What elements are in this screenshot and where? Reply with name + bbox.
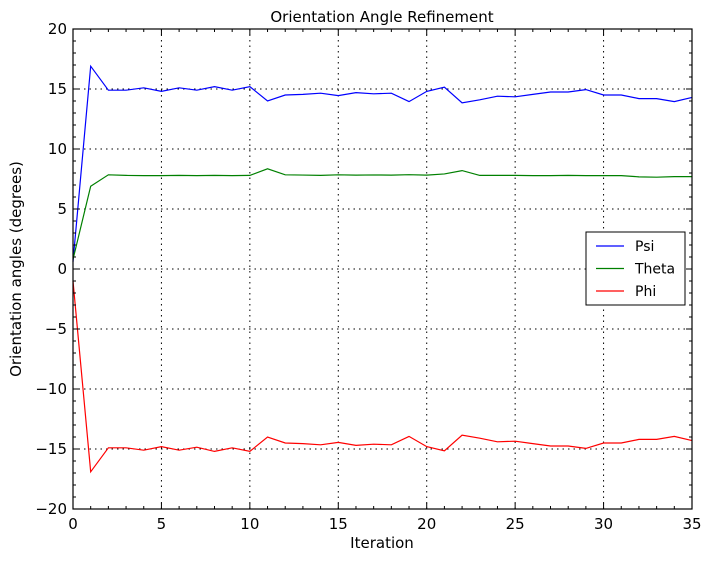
y-tick-label: −15: [35, 440, 67, 458]
y-axis-label: Orientation angles (degrees): [7, 161, 25, 377]
x-tick-label: 10: [240, 515, 259, 533]
x-tick-label: 5: [157, 515, 167, 533]
legend-label-theta: Theta: [634, 262, 675, 278]
legend-label-psi: Psi: [635, 239, 654, 255]
y-tick-label: 0: [57, 260, 67, 278]
legend: Psi Theta Phi: [585, 231, 686, 306]
y-tick-label: −20: [35, 500, 67, 518]
y-tick-label: −10: [35, 380, 67, 398]
legend-label-phi: Phi: [635, 284, 656, 300]
series-line-psi: [72, 64, 693, 262]
x-tick-label: 25: [506, 515, 525, 533]
x-tick-label: 35: [682, 515, 701, 533]
y-tick-label: 20: [48, 20, 67, 38]
y-tick-label: 10: [48, 140, 67, 158]
x-tick-label: 15: [329, 515, 348, 533]
series-lines: [72, 64, 693, 474]
chart-title: Orientation Angle Refinement: [270, 8, 493, 26]
y-tick-label: 15: [48, 80, 67, 98]
series-line-theta: [72, 168, 692, 260]
x-tick-label: 30: [594, 515, 613, 533]
x-tick-label: 0: [68, 515, 78, 533]
ticks: 0 5 10 15 20 25 30 35 −20 −15 −10 −5 0 5 10 15 20: [35, 20, 701, 533]
y-tick-label: 5: [57, 200, 67, 218]
x-tick-label: 20: [417, 515, 436, 533]
y-tick-label: −5: [45, 320, 67, 338]
series-line-phi: [72, 280, 693, 474]
x-axis-label: Iteration: [350, 534, 414, 552]
